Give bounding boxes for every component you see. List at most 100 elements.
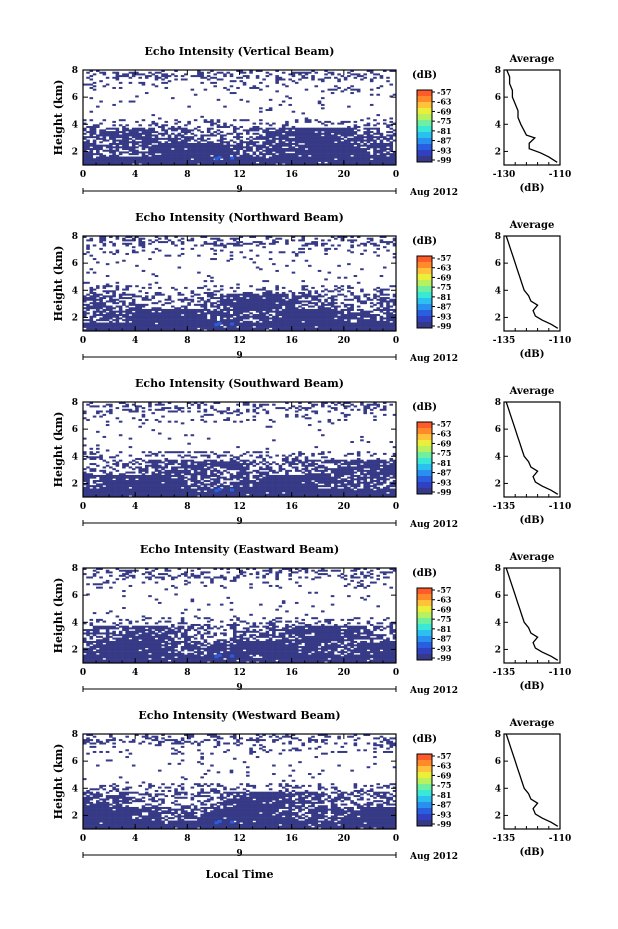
heatmap-cell: [242, 146, 247, 149]
heatmap-cell: [373, 242, 377, 245]
heatmap-cell: [379, 310, 384, 313]
heatmap-cell: [210, 70, 214, 72]
heatmap-cell: [197, 71, 201, 74]
heatmap-cell: [369, 154, 374, 157]
heatmap-cell: [115, 288, 120, 291]
heatmap-cell: [125, 293, 129, 296]
heatmap-cell: [131, 493, 136, 496]
heatmap-cell: [96, 293, 100, 296]
heatmap-cell: [369, 134, 374, 137]
heatmap-cell: [115, 136, 120, 139]
heatmap-cell: [386, 125, 390, 128]
heatmap-cell: [135, 320, 139, 323]
heatmap-cell: [131, 156, 136, 159]
heatmap-cell: [112, 302, 116, 305]
heatmap-cell: [265, 298, 270, 301]
heatmap-cell: [125, 134, 129, 137]
heatmap-cell: [83, 478, 87, 481]
heatmap-cell: [278, 163, 283, 166]
heatmap-cell: [379, 320, 384, 323]
heatmap-cell: [112, 480, 116, 483]
heatmap-cell: [151, 459, 156, 462]
heatmap-cell: [144, 471, 149, 474]
heatmap-cell: [187, 161, 191, 164]
heatmap-cell: [89, 125, 94, 128]
heatmap-cell: [324, 129, 328, 132]
heatmap-cell: [321, 295, 325, 298]
heatmap-cell: [96, 483, 100, 486]
heatmap-cell: [131, 295, 136, 298]
beam-panel-0: Echo Intensity (Vertical Beam)2468Height…: [52, 45, 571, 198]
heatmap-cell: [239, 329, 244, 332]
heatmap-cell: [337, 73, 341, 76]
heatmap-cell: [330, 153, 335, 156]
heatmap-cell: [128, 410, 133, 413]
heatmap-cell: [347, 142, 351, 145]
heatmap-cell: [197, 322, 201, 325]
heatmap-cell: [171, 322, 175, 325]
heatmap-cell: [265, 237, 270, 240]
heatmap-cell: [249, 307, 253, 310]
heatmap-cell: [262, 161, 266, 164]
heatmap-cell: [112, 474, 116, 477]
heatmap-cell: [223, 125, 227, 128]
heatmap-cell: [285, 327, 289, 330]
heatmap-cell: [96, 410, 100, 413]
heatmap-cell: [232, 125, 237, 128]
heatmap-cell: [239, 308, 244, 311]
heatmap-cell: [249, 149, 253, 152]
heatmap-cell: [164, 473, 169, 476]
heatmap-cell: [203, 149, 208, 152]
heatmap-cell: [148, 317, 152, 320]
heatmap-cell: [350, 236, 354, 238]
heatmap-cell: [343, 88, 348, 91]
heatmap-cell: [242, 314, 247, 317]
heatmap-cell: [141, 481, 146, 484]
heatmap-cell: [138, 495, 142, 498]
heatmap-cell: [311, 137, 315, 140]
heatmap-cell: [278, 132, 283, 135]
heatmap-cell: [96, 144, 100, 147]
heatmap-cell: [369, 70, 374, 72]
heatmap-cell: [112, 481, 116, 484]
heatmap-cell: [184, 320, 188, 323]
heatmap-cell: [122, 402, 126, 404]
heatmap-cell: [347, 314, 351, 317]
heatmap-cell: [379, 275, 384, 278]
heatmap-cell: [242, 149, 247, 152]
heatmap-cell: [174, 236, 178, 238]
heatmap-cell: [171, 495, 175, 498]
heatmap-cell: [382, 146, 387, 149]
heatmap-cell: [301, 295, 306, 298]
heatmap-cell: [206, 149, 211, 152]
heatmap-cell: [138, 242, 142, 245]
heatmap-cell: [92, 85, 97, 88]
heatmap-cell: [275, 324, 279, 327]
heatmap-cell: [128, 146, 133, 149]
heatmap-cell: [255, 158, 260, 161]
heatmap-cell: [288, 149, 292, 152]
heatmap-cell: [278, 148, 283, 151]
heatmap-cell: [200, 159, 204, 162]
heatmap-cell: [317, 300, 322, 303]
heatmap-cell: [118, 314, 123, 317]
heatmap-cell: [96, 295, 100, 298]
heatmap-cell: [343, 329, 348, 332]
heatmap-cell: [291, 137, 296, 140]
heatmap-cell: [382, 307, 387, 310]
heatmap-cell: [314, 308, 319, 311]
heatmap-cell: [265, 137, 270, 140]
heatmap-cell: [285, 161, 289, 164]
heatmap-cell: [294, 314, 299, 317]
heatmap-cell: [213, 81, 217, 84]
heatmap-cell: [167, 315, 172, 318]
heatmap-cell: [102, 469, 107, 472]
heatmap-cell: [109, 146, 113, 149]
heatmap-cell: [187, 148, 191, 151]
heatmap-cell: [171, 317, 175, 320]
heatmap-cell: [171, 161, 175, 164]
heatmap-cell: [200, 303, 204, 306]
heatmap-cell: [151, 137, 156, 140]
heatmap-cell: [157, 159, 162, 162]
heatmap-cell: [89, 295, 94, 298]
